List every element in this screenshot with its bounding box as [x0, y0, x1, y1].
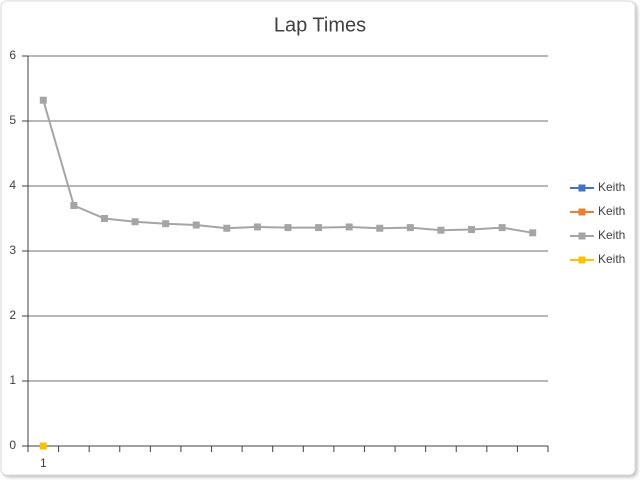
legend-marker — [578, 208, 586, 216]
point-marker — [39, 96, 47, 104]
point-marker — [406, 224, 414, 232]
point-marker — [39, 442, 47, 450]
point-marker — [284, 224, 292, 232]
chart-frame — [0, 0, 636, 476]
point-marker — [70, 202, 78, 209]
point-marker — [468, 226, 476, 234]
point-marker — [529, 229, 537, 237]
point-marker — [437, 226, 445, 234]
y-tick-label: 0 — [9, 438, 16, 452]
point-marker — [253, 223, 261, 231]
point-marker — [100, 215, 108, 222]
legend-marker — [578, 256, 586, 264]
legend-label: Keith — [598, 180, 625, 194]
point-marker — [498, 224, 506, 232]
point-marker — [192, 221, 200, 229]
point-marker — [223, 224, 231, 232]
point-marker — [376, 224, 384, 232]
point-marker — [131, 218, 139, 226]
y-tick-label: 3 — [9, 243, 16, 257]
y-tick-label: 2 — [9, 308, 16, 322]
y-tick-label: 4 — [9, 178, 16, 192]
point-marker — [162, 220, 170, 228]
legend-marker — [578, 232, 586, 240]
legend-marker — [578, 184, 586, 192]
legend-label: Keith — [598, 204, 625, 218]
chart-title: Lap Times — [274, 14, 366, 36]
y-tick-label: 6 — [9, 48, 16, 62]
legend-label: Keith — [598, 228, 625, 242]
y-tick-label: 5 — [9, 113, 16, 127]
point-marker — [345, 223, 353, 231]
x-tick-label: 1 — [40, 456, 47, 470]
legend-label: Keith — [598, 252, 625, 266]
y-tick-label: 1 — [9, 373, 16, 387]
point-marker — [315, 224, 323, 232]
